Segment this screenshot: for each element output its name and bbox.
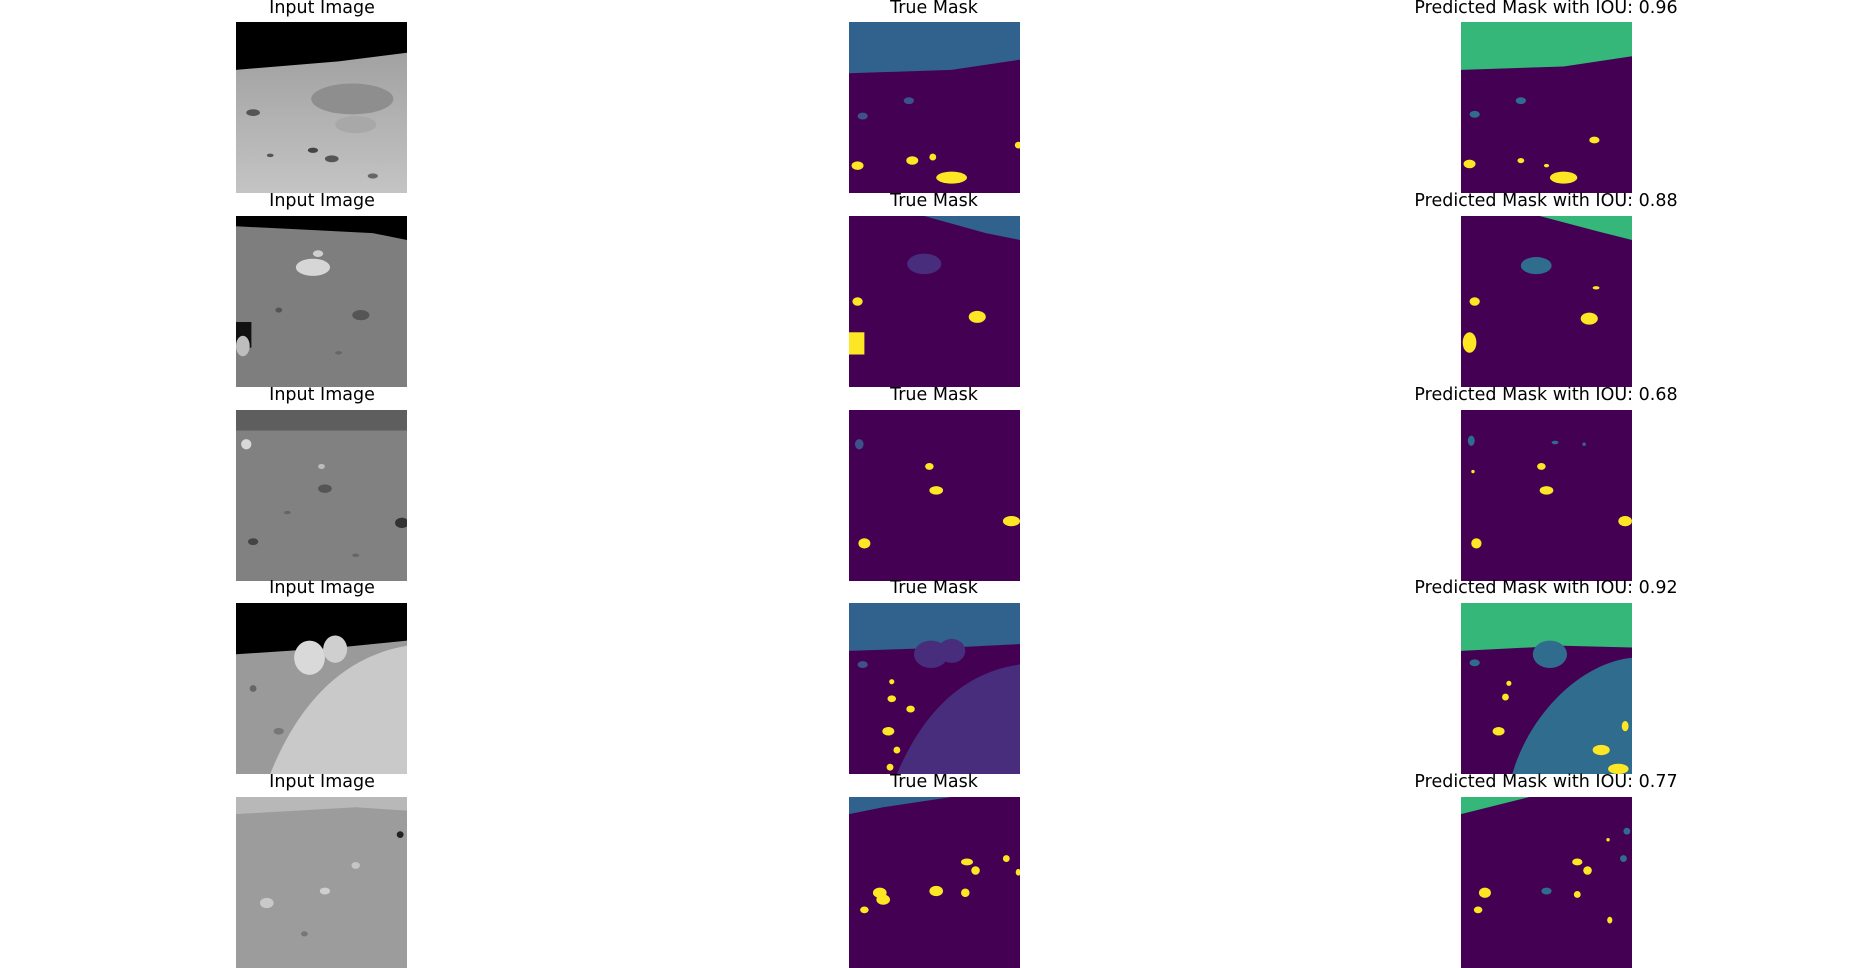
predicted-mask-panel [1461,797,1632,968]
true-mask-panel [849,410,1020,581]
true-mask-panel [849,216,1020,387]
predicted-mask-title: Predicted Mask with IOU: 0.92 [1414,578,1678,598]
true-mask-title: True Mask [890,385,978,405]
input-image-panel [236,410,407,581]
true-mask-panel [849,603,1020,774]
input-image-title: Input Image [269,772,375,792]
input-image-panel [236,797,407,968]
input-image-panel [236,603,407,774]
true-mask-panel [849,22,1020,193]
true-mask-title: True Mask [890,0,978,18]
predicted-mask-title: Predicted Mask with IOU: 0.68 [1414,385,1678,405]
predicted-mask-panel [1461,603,1632,774]
true-mask-panel [849,797,1020,968]
predicted-mask-panel [1461,216,1632,387]
input-image-panel [236,22,407,193]
true-mask-title: True Mask [890,578,978,598]
input-image-panel [236,216,407,387]
true-mask-title: True Mask [890,191,978,211]
predicted-mask-panel [1461,410,1632,581]
input-image-title: Input Image [269,191,375,211]
predicted-mask-title: Predicted Mask with IOU: 0.96 [1414,0,1678,18]
input-image-title: Input Image [269,578,375,598]
predicted-mask-title: Predicted Mask with IOU: 0.77 [1414,772,1678,792]
predicted-mask-title: Predicted Mask with IOU: 0.88 [1414,191,1678,211]
predicted-mask-panel [1461,22,1632,193]
input-image-title: Input Image [269,385,375,405]
true-mask-title: True Mask [890,772,978,792]
input-image-title: Input Image [269,0,375,18]
